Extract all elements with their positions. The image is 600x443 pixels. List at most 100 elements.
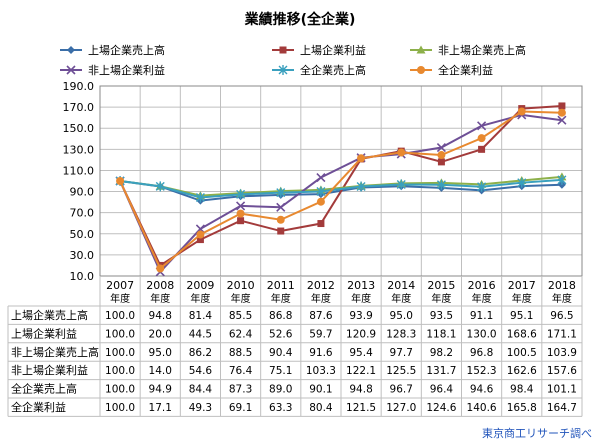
- data-point: [477, 121, 487, 131]
- table-cell: 157.6: [547, 365, 577, 377]
- series-line: [119, 113, 563, 274]
- year-label: 2017: [508, 279, 536, 292]
- y-tick-label: 70.0: [70, 207, 95, 220]
- table-row-label: 全企業利益: [11, 400, 66, 414]
- table-cell: 124.6: [426, 402, 456, 414]
- table-cell: 152.3: [467, 365, 497, 377]
- table-cell: 95.0: [390, 310, 413, 322]
- table-cell: 14.0: [149, 365, 172, 377]
- legend-marker: [67, 46, 75, 54]
- y-tick-label: 30.0: [70, 249, 95, 262]
- legend-marker: [416, 45, 426, 54]
- data-point: [557, 174, 567, 185]
- year-suffix: 年度: [512, 292, 532, 305]
- year-suffix: 年度: [351, 292, 371, 305]
- year-label: 2013: [347, 279, 375, 292]
- table-cell: 94.8: [149, 310, 172, 322]
- series-line: [119, 110, 562, 271]
- table-cell: 62.4: [229, 328, 253, 340]
- data-point: [276, 215, 285, 224]
- year-label: 2018: [548, 279, 576, 292]
- table-cell: 59.7: [309, 328, 332, 340]
- table-cell: 100.0: [105, 310, 135, 322]
- data-point: [156, 264, 165, 273]
- y-tick-label: 150.0: [63, 122, 95, 135]
- table-cell: 100.5: [507, 347, 537, 359]
- table-cell: 131.7: [426, 365, 456, 377]
- year-suffix: 年度: [110, 292, 130, 305]
- year-suffix: 年度: [391, 292, 411, 305]
- data-point: [437, 151, 446, 160]
- data-point: [558, 102, 566, 110]
- table-cell: 95.4: [349, 347, 373, 359]
- data-point: [277, 227, 285, 235]
- year-suffix: 年度: [311, 292, 331, 305]
- year-suffix: 年度: [431, 292, 451, 305]
- data-point: [236, 201, 246, 211]
- data-point: [236, 189, 246, 200]
- table-cell: 89.0: [269, 384, 292, 396]
- data-point: [517, 177, 527, 188]
- table-cell: 100.0: [105, 365, 135, 377]
- y-tick-label: 110.0: [63, 164, 95, 177]
- year-label: 2012: [307, 279, 335, 292]
- table-cell: 100.0: [105, 347, 135, 359]
- table-cell: 100.0: [105, 402, 135, 414]
- data-point: [317, 220, 325, 228]
- data-point: [517, 107, 526, 116]
- legend-label: 上場企業売上高: [88, 43, 165, 57]
- data-point: [195, 192, 205, 203]
- data-point: [116, 177, 125, 185]
- table-cell: 52.6: [269, 328, 293, 340]
- legend-marker: [279, 46, 287, 54]
- year-suffix: 年度: [190, 292, 210, 305]
- table-cell: 87.3: [229, 384, 252, 396]
- table-cell: 118.1: [426, 328, 456, 340]
- series-line: [119, 178, 562, 199]
- year-label: 2007: [106, 279, 134, 292]
- table-row-label: 非上場企業利益: [11, 363, 88, 377]
- table-row-label: 上場企業売上高: [11, 308, 88, 322]
- table-cell: 97.7: [390, 347, 413, 359]
- table-cell: 81.4: [189, 310, 213, 322]
- year-label: 2010: [227, 279, 255, 292]
- year-suffix: 年度: [472, 292, 492, 305]
- table-cell: 69.1: [229, 402, 252, 414]
- legend-label: 非上場企業利益: [88, 63, 165, 77]
- legend-label: 全企業売上高: [300, 63, 366, 77]
- year-label: 2008: [146, 279, 174, 292]
- data-point: [316, 197, 325, 206]
- legend-marker: [417, 66, 425, 74]
- data-point: [196, 230, 205, 239]
- data-point: [477, 181, 487, 192]
- table-cell: 49.3: [189, 402, 212, 414]
- y-tick-label: 50.0: [70, 228, 95, 241]
- chart-title: 業績推移(全企業): [244, 11, 356, 28]
- table-cell: 98.4: [510, 384, 534, 396]
- table-cell: 165.8: [507, 402, 537, 414]
- legend-label: 非上場企業売上高: [438, 43, 526, 57]
- year-label: 2009: [186, 279, 214, 292]
- year-suffix: 年度: [150, 292, 170, 305]
- legend-label: 全企業利益: [438, 63, 493, 77]
- table-cell: 95.1: [510, 310, 533, 322]
- year-suffix: 年度: [552, 292, 572, 305]
- data-point: [557, 108, 566, 117]
- table-cell: 127.0: [386, 402, 416, 414]
- data-point: [396, 179, 406, 190]
- y-tick-label: 90.0: [70, 186, 95, 199]
- table-cell: 98.2: [430, 347, 453, 359]
- table-cell: 90.1: [309, 384, 332, 396]
- data-point: [196, 236, 204, 244]
- table-cell: 95.0: [149, 347, 172, 359]
- table-cell: 125.5: [386, 365, 416, 377]
- legend-label: 上場企業利益: [300, 43, 366, 57]
- data-point: [155, 181, 165, 192]
- year-suffix: 年度: [271, 292, 291, 305]
- table-cell: 100.0: [105, 384, 135, 396]
- table-cell: 90.4: [269, 347, 293, 359]
- data-point: [478, 145, 486, 153]
- table-cell: 85.5: [229, 310, 252, 322]
- legend-marker: [278, 65, 288, 75]
